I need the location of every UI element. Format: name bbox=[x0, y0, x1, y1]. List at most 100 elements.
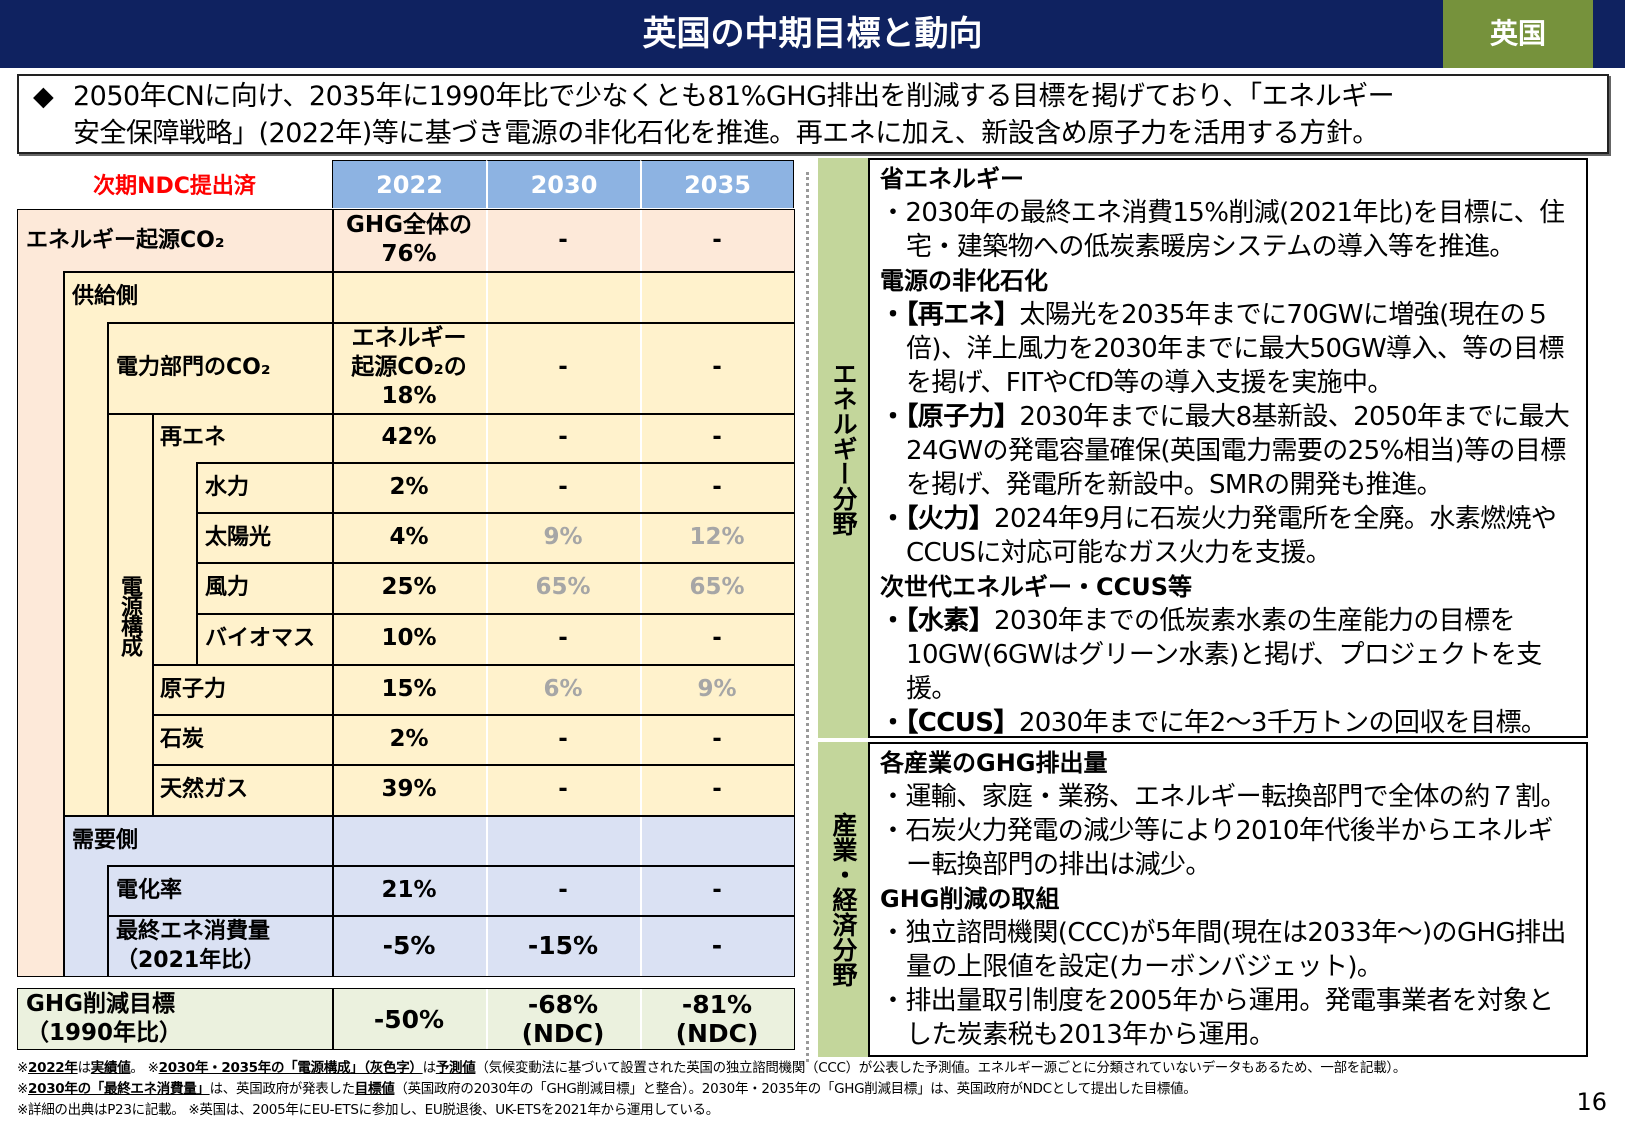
footnotes: ※2022年は実績値。 ※2030年・2035年の「電源構成」（灰色字）は予測値… bbox=[17, 1058, 1406, 1121]
col-divider-white bbox=[486, 989, 488, 1049]
energy-co2-values-bg bbox=[332, 209, 794, 271]
ghg-target-label-line2: （1990年比） bbox=[26, 1020, 183, 1046]
cell-electrification-2022: 21% bbox=[381, 876, 437, 903]
tag-ccus: ・【CCUS】 bbox=[880, 708, 1019, 738]
industry-sector-side-label: 産業・経済分野 bbox=[818, 742, 868, 1057]
supply-side-region bbox=[63, 271, 794, 815]
bullet-carbon-budget: ・独立諮問機関(CCC)が5年間(現在は2033年～)のGHG排出量の上限値を設… bbox=[880, 918, 1566, 982]
row-label-wind: 風力 bbox=[205, 575, 250, 600]
cell-ghg-target-2022: -50% bbox=[373, 1004, 445, 1034]
cell-renewables-2035: - bbox=[712, 424, 722, 450]
cell-coal-2030: - bbox=[558, 725, 568, 752]
fn-emph: 2022年 bbox=[28, 1060, 78, 1076]
text-hydrogen: 2030年までの低炭素水素の生産能力の目標を10GW(6GWはグリーン水素)と掲… bbox=[906, 606, 1542, 704]
row-line bbox=[196, 562, 795, 564]
text-nuclear: 2030年までに最大8基新設、2050年までに最大24GWの発電容量確保(英国電… bbox=[906, 402, 1570, 500]
cell-electrification-2035: - bbox=[712, 876, 722, 903]
heading-decarbonizing-power: 電源の非化石化 bbox=[880, 267, 1048, 295]
bullet-emissions-trading: ・排出量取引制度を2005年から運用。発電事業者を対象とした炭素税も2013年か… bbox=[880, 986, 1554, 1050]
cell-renewables-2022: 42% bbox=[381, 424, 437, 450]
fn-emph: 2030年・2035年の「電源構成」（灰色字） bbox=[158, 1060, 423, 1076]
fn-text: （気候変動法に基づいて設置された英国の独立諮問機関（CCC）が公表した予測値。エ… bbox=[475, 1060, 1407, 1076]
row-line bbox=[63, 271, 795, 273]
cell-biomass-2035: - bbox=[712, 625, 722, 651]
cell-power-co2-2035: - bbox=[712, 354, 722, 380]
cell-solar-2030: 9% bbox=[543, 523, 583, 550]
cell-energy-co2-2022: GHG全体の76% bbox=[345, 212, 472, 267]
col-divider bbox=[332, 209, 334, 977]
cell-hydro-2035: - bbox=[712, 473, 722, 500]
bullet-ccus: ・【CCUS】2030年までに年2～3千万トンの回収を目標。 bbox=[880, 706, 1578, 740]
text-ccus: 2030年までに年2～3千万トンの回収を目標。 bbox=[1018, 708, 1547, 738]
text-renewables: 太陽光を2035年までに70GWに増強(現在の５倍)、洋上風力を2030年までに… bbox=[906, 300, 1564, 398]
row-label-natural-gas: 天然ガス bbox=[160, 777, 249, 802]
country-badge: 英国 bbox=[1443, 0, 1593, 68]
energy-sector-box: 省エネルギー ・2030年の最終エネ消費15%削減(2021年比)を目標に、住宅… bbox=[868, 158, 1588, 738]
cell-wind-2022: 25% bbox=[381, 574, 437, 600]
col-divider-white bbox=[640, 210, 642, 976]
ghg-target-row bbox=[17, 988, 795, 1050]
bullet-hydrogen: ・【水素】2030年までの低炭素水素の生産能力の目標を10GW(6GWはグリーン… bbox=[880, 604, 1578, 706]
bullet-industry-share: ・運輸、家庭・業務、エネルギー転換部門で全体の約７割。 bbox=[880, 782, 1566, 812]
heading-energy-saving: 省エネルギー bbox=[880, 165, 1024, 193]
ghg-target-label-line1: GHG削減目標 bbox=[26, 991, 176, 1017]
row-label-final-energy: 最終エネ消費量 （2021年比） bbox=[116, 915, 270, 976]
cell-nuclear-2022: 15% bbox=[381, 675, 437, 702]
cell-power-co2-2022: エネルギー起源CO₂の18% bbox=[351, 325, 467, 409]
tag-hydrogen: ・【水素】 bbox=[880, 606, 995, 636]
row-line bbox=[107, 413, 795, 415]
indent-line bbox=[107, 322, 109, 815]
cell-solar-2022: 4% bbox=[389, 523, 429, 550]
col-divider-white bbox=[486, 210, 488, 976]
row-label-electrification: 電化率 bbox=[116, 877, 183, 903]
summary-line-2: 安全保障戦略」(2022年)等に基づき電源の非化石化を推進。再エネに加え、新設含… bbox=[73, 118, 1379, 149]
fn-emph: 2030年の「最終エネ消費量」 bbox=[28, 1081, 210, 1097]
indent-line bbox=[107, 865, 109, 977]
cell-biomass-2022: 10% bbox=[381, 625, 437, 651]
row-label-demand-side: 需要側 bbox=[72, 827, 139, 853]
ghg-2035-ndc: (NDC) bbox=[675, 1019, 759, 1048]
energy-sector-side-label: エネルギー分野 bbox=[818, 158, 868, 738]
row-line bbox=[152, 664, 795, 666]
final-energy-label-line1: 最終エネ消費量 bbox=[116, 918, 271, 944]
row-line bbox=[196, 512, 795, 514]
cell-wind-2030: 65% bbox=[535, 574, 591, 600]
cell-electrification-2030: - bbox=[558, 876, 568, 903]
fn-text: は bbox=[77, 1060, 92, 1076]
diamond-bullet-icon: ◆ bbox=[33, 81, 54, 112]
row-label-coal: 石炭 bbox=[160, 726, 205, 752]
fn-text: （英国政府の2030年の「GHG削減目標」と整合）。2030年・2035年の「G… bbox=[394, 1081, 1197, 1097]
year-header-2030: 2030 bbox=[486, 160, 640, 208]
dotted-divider bbox=[806, 172, 809, 1062]
cell-gas-2035: - bbox=[712, 776, 722, 802]
footnote-2: ※2030年の「最終エネ消費量」は、英国政府が発表した目標値（英国政府の2030… bbox=[17, 1079, 1406, 1100]
bullet-thermal: ・【火力】2024年9月に石炭火力発電所を全廃。水素燃焼やCCUSに対応可能なガ… bbox=[880, 502, 1578, 570]
heading-ghg-reduction: GHG削減の取組 bbox=[880, 885, 1060, 913]
row-line bbox=[107, 865, 795, 867]
row-line bbox=[152, 714, 795, 716]
fn-emph: 目標値 bbox=[354, 1081, 395, 1097]
cell-final-energy-2030: -15% bbox=[527, 931, 599, 960]
year-header-2035: 2035 bbox=[640, 160, 794, 208]
heading-industry-ghg: 各産業のGHG排出量 bbox=[880, 749, 1108, 777]
cell-ghg-target-2030: -68% (NDC) bbox=[486, 988, 640, 1050]
fn-text: は bbox=[422, 1060, 437, 1076]
footnote-3: ※詳細の出典はP23に記載。 ※英国は、2005年にEU-ETSに参加し、EU脱… bbox=[17, 1102, 719, 1118]
cell-coal-2022: 2% bbox=[389, 725, 429, 752]
cell-wind-2035: 65% bbox=[689, 574, 745, 600]
row-label-energy-co2: エネルギー起源CO₂ bbox=[26, 227, 225, 253]
row-label-solar: 太陽光 bbox=[205, 524, 272, 550]
fn-text: ※ bbox=[17, 1060, 29, 1076]
cell-hydro-2022: 2% bbox=[389, 473, 429, 500]
row-line bbox=[63, 815, 795, 817]
fn-text: 。 ※ bbox=[130, 1060, 159, 1076]
cell-final-energy-2022: -5% bbox=[382, 931, 436, 960]
indent-line bbox=[152, 413, 154, 815]
ghg-2030-ndc: (NDC) bbox=[521, 1019, 605, 1048]
cell-power-co2-2030: - bbox=[558, 354, 568, 380]
col-divider-white bbox=[640, 989, 642, 1049]
row-line bbox=[107, 322, 795, 324]
cell-solar-2035: 12% bbox=[689, 523, 745, 550]
row-label-renewables: 再エネ bbox=[160, 425, 227, 450]
col-divider bbox=[332, 988, 334, 1050]
